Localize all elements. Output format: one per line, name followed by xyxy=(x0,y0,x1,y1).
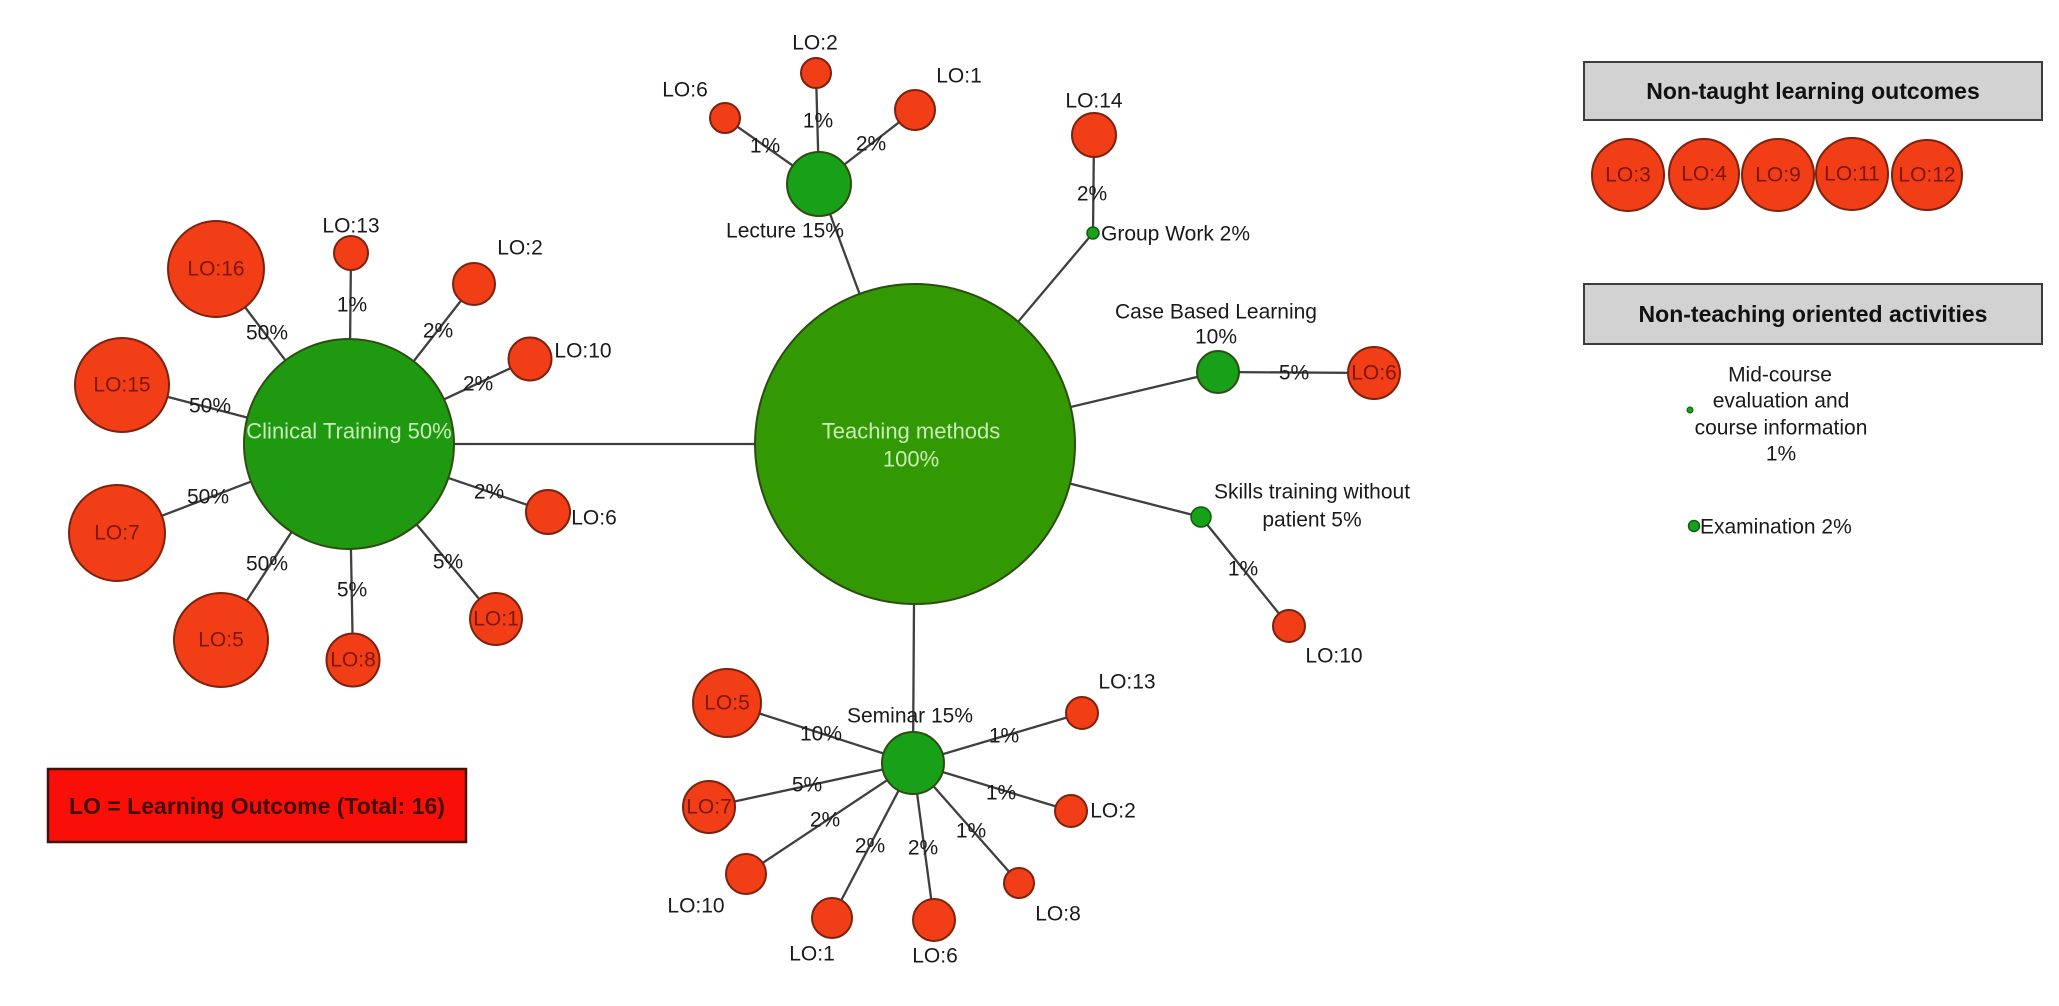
svg-text:LO:10: LO:10 xyxy=(554,340,611,363)
svg-text:LO:13: LO:13 xyxy=(322,215,379,238)
svg-text:LO = Learning Outcome (Total:: LO = Learning Outcome (Total: 16) xyxy=(69,793,445,819)
svg-text:Lecture 15%: Lecture 15% xyxy=(726,220,844,243)
svg-text:LO:1: LO:1 xyxy=(473,608,519,631)
svg-text:patient 5%: patient 5% xyxy=(1262,509,1361,532)
svg-text:Non-taught learning outcomes: Non-taught learning outcomes xyxy=(1646,78,1980,104)
svg-text:5%: 5% xyxy=(433,551,463,574)
svg-text:evaluation and: evaluation and xyxy=(1713,390,1850,413)
svg-text:LO:1: LO:1 xyxy=(936,65,982,88)
svg-text:Group Work 2%: Group Work 2% xyxy=(1101,223,1250,246)
svg-text:5%: 5% xyxy=(792,774,822,797)
svg-text:Non-teaching oriented activiti: Non-teaching oriented activities xyxy=(1639,301,1988,327)
svg-text:LO:8: LO:8 xyxy=(1035,903,1081,926)
svg-text:LO:5: LO:5 xyxy=(704,692,750,715)
svg-text:1%: 1% xyxy=(1766,443,1796,466)
svg-text:10%: 10% xyxy=(800,723,842,746)
svg-text:LO:10: LO:10 xyxy=(1305,645,1362,668)
svg-text:1%: 1% xyxy=(1228,558,1258,581)
svg-text:2%: 2% xyxy=(908,837,938,860)
svg-text:LO:6: LO:6 xyxy=(571,507,617,530)
svg-text:LO:5: LO:5 xyxy=(198,629,244,652)
svg-text:LO:7: LO:7 xyxy=(686,796,732,819)
svg-text:2%: 2% xyxy=(856,133,886,156)
svg-text:LO:9: LO:9 xyxy=(1755,164,1801,187)
svg-text:LO:6: LO:6 xyxy=(912,945,958,968)
svg-text:LO:16: LO:16 xyxy=(187,258,244,281)
svg-text:LO:3: LO:3 xyxy=(1605,164,1651,187)
svg-text:LO:2: LO:2 xyxy=(497,237,543,260)
svg-text:50%: 50% xyxy=(187,486,229,509)
svg-text:1%: 1% xyxy=(337,294,367,317)
svg-text:2%: 2% xyxy=(810,809,840,832)
svg-text:LO:1: LO:1 xyxy=(789,943,835,966)
svg-text:Case Based Learning: Case Based Learning xyxy=(1115,301,1317,324)
svg-text:LO:6: LO:6 xyxy=(662,79,708,102)
svg-text:LO:13: LO:13 xyxy=(1098,671,1155,694)
svg-text:Seminar 15%: Seminar 15% xyxy=(847,705,973,728)
svg-text:5%: 5% xyxy=(337,579,367,602)
svg-text:10%: 10% xyxy=(1195,326,1237,349)
svg-text:50%: 50% xyxy=(189,395,231,418)
svg-text:Mid-course: Mid-course xyxy=(1728,364,1832,387)
svg-text:2%: 2% xyxy=(463,373,493,396)
svg-text:LO:14: LO:14 xyxy=(1065,90,1123,113)
svg-text:1%: 1% xyxy=(750,135,780,158)
svg-text:LO:10: LO:10 xyxy=(667,895,724,918)
svg-text:5%: 5% xyxy=(1279,362,1309,385)
svg-text:50%: 50% xyxy=(246,322,288,345)
svg-text:2%: 2% xyxy=(855,835,885,858)
svg-text:1%: 1% xyxy=(956,820,986,843)
svg-text:1%: 1% xyxy=(986,782,1016,805)
svg-text:LO:11: LO:11 xyxy=(1824,163,1880,186)
svg-text:1%: 1% xyxy=(989,725,1019,748)
svg-text:LO:2: LO:2 xyxy=(1090,800,1136,823)
svg-text:2%: 2% xyxy=(474,481,504,504)
svg-text:2%: 2% xyxy=(423,320,453,343)
svg-text:100%: 100% xyxy=(883,447,939,472)
svg-text:LO:2: LO:2 xyxy=(792,32,838,55)
svg-text:LO:7: LO:7 xyxy=(94,522,140,545)
svg-text:LO:8: LO:8 xyxy=(330,649,376,672)
svg-text:2%: 2% xyxy=(1077,183,1107,206)
svg-text:LO:6: LO:6 xyxy=(1351,362,1397,385)
svg-text:course information: course information xyxy=(1695,417,1868,440)
svg-text:LO:4: LO:4 xyxy=(1681,163,1727,186)
svg-text:Teaching methods: Teaching methods xyxy=(822,419,1001,444)
svg-text:1%: 1% xyxy=(803,110,833,133)
svg-text:LO:15: LO:15 xyxy=(93,374,150,397)
svg-text:LO:12: LO:12 xyxy=(1898,164,1955,187)
svg-text:Examination 2%: Examination 2% xyxy=(1700,516,1852,539)
svg-text:Skills training without: Skills training without xyxy=(1214,481,1410,504)
svg-text:50%: 50% xyxy=(246,553,288,576)
svg-text:Clinical Training 50%: Clinical Training 50% xyxy=(246,419,451,444)
